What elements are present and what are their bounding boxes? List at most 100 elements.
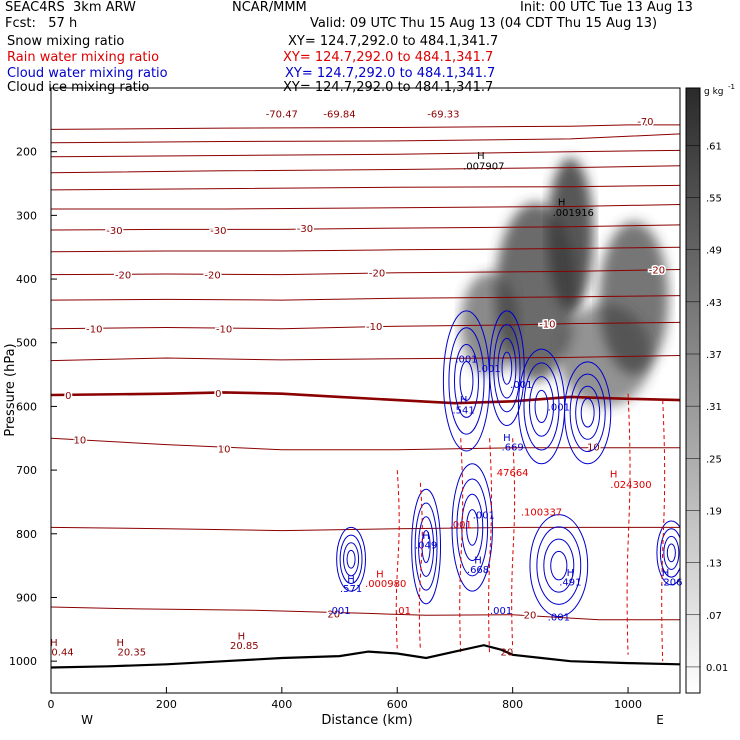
colorbar: 0.01 .07 .13 .19 .25 .31 .37 .43 .49 .55 .61 g kg -1 [685,83,735,694]
x-tick-label: 200 [156,698,177,711]
extremum-label: .024300 [610,480,651,491]
x-tick-label: 0 [48,698,55,711]
x-tick-label: 400 [271,698,292,711]
temperature-contour-label: -30 [210,226,226,237]
extremum-label: H [477,151,485,162]
cloud-water-contour [543,538,575,593]
cloud-water-contour [663,535,680,570]
rain-water-contour [511,438,516,649]
temperature-contour [51,526,680,532]
cloud-water-contour [575,385,601,440]
extremum-label: .001 [510,380,532,391]
cloud-water-contour [453,344,479,418]
cloud-water-contour [497,337,517,399]
cloud-water-contour [501,351,513,385]
cloud-water-contour [534,389,549,423]
y-tick-label: 900 [16,591,37,604]
cloud-water-contour [666,543,676,563]
cloud-water-contour [466,509,479,546]
y-tick-label: 700 [16,464,37,477]
cloud-water-contour [580,398,595,428]
rain-water-contour [395,470,400,649]
temperature-contour-label: -20 [204,271,220,282]
extremum-label: .049 [415,541,437,552]
freezing-level-label: 0 [215,389,221,400]
extremum-label: .571 [340,584,362,595]
legend-snow-xy: XY= 124.7,292.0 to 484.1,341.7 [288,34,499,49]
extremum-label: .000980 [365,579,406,590]
y-axis-label: Pressure (hPa) [3,343,18,436]
colorbar-label: .55 [706,194,722,205]
colorbar-label: .43 [706,298,722,309]
cloud-water-contour [451,463,493,592]
legend-cloud-label: Cloud water mixing ratio [7,66,168,81]
y-tick-label: 500 [16,337,37,350]
axes: 0 200 400 600 800 100020030040050060070080090… [9,146,642,711]
rain-water-contour [661,400,666,662]
y-tick-label: 200 [16,146,37,159]
colorbar-label: .49 [706,246,722,257]
snow-core [460,272,519,375]
rain-water-contour [626,393,631,655]
cloud-water-contour [659,528,680,578]
cloud-water-contour [493,324,521,413]
header-org: NCAR/MMM [232,0,307,15]
cloud-water-contours [336,310,680,618]
legend-rain-xy: XY= 124.7,292.0 to 484.1,341.7 [283,50,494,65]
temperature-contour-label: -10 [366,322,382,333]
legend-snow-label: Snow mixing ratio [7,34,125,49]
extremum-label: .541 [452,406,474,417]
cloud-water-contour [523,362,560,451]
temperature-contour [51,124,680,130]
snow-core [558,304,652,407]
y-tick-label: 800 [16,528,37,541]
extremum-label: .001 [328,606,350,617]
temperature-contour [51,246,680,253]
extremum-label: 0.44 [51,648,73,659]
colorbar-unit: g kg [704,87,724,97]
temperature-contour [51,165,680,174]
legend-rain-label: Rain water mixing ratio [7,50,160,65]
header-valid: Valid: 09 UTC Thu 15 Aug 13 (04 CDT Thu … [310,16,658,31]
temperature-contour [51,269,680,276]
header-model: SEAC4RS 3km ARW [5,0,136,15]
freezing-level-label: 0 [65,391,71,402]
colorbar-label: .31 [706,402,722,413]
cloud-water-contour [461,493,484,562]
cloud-water-contour [536,526,582,605]
terrain-line [51,644,680,669]
extremum-label: H [567,568,575,579]
extremum-label: .001916 [553,208,594,219]
extremum-label: .001 [490,606,512,617]
temperature-contour-label: 10 [73,436,86,447]
x-right-end-label: E [656,713,664,727]
x-tick-label: 600 [387,698,408,711]
x-axis-label: Distance (km) [321,713,412,728]
extremum-label: H [50,638,58,649]
temperature-contour [51,133,680,144]
temperature-contour [51,224,680,231]
temperature-contour [51,321,680,330]
temperature-contour [51,355,680,362]
colorbar-label: .19 [706,506,722,517]
temperature-contour [51,149,680,158]
extremum-label: .669 [502,443,524,454]
rain-water-contours [395,393,666,662]
temperature-contour-label: -30 [297,224,313,235]
temperature-contour-label: -20 [649,266,665,277]
colorbar-label: .37 [706,350,722,361]
plot-frame [50,87,681,694]
extremum-label: H [376,569,384,580]
colorbar-label: 0.01 [706,663,728,674]
cloud-water-contour [529,376,555,437]
colorbar-bar [685,87,701,694]
x-left-end-label: W [81,713,93,727]
y-tick-label: 400 [16,273,37,286]
extremum-label: .01 [395,606,411,617]
temperature-contour-label: 20 [524,611,537,622]
cloud-water-contour [336,526,366,592]
y-tick-label: 600 [16,400,37,413]
extremum-label: .001 [450,520,472,531]
temperature-contour-label: -10 [216,325,232,336]
